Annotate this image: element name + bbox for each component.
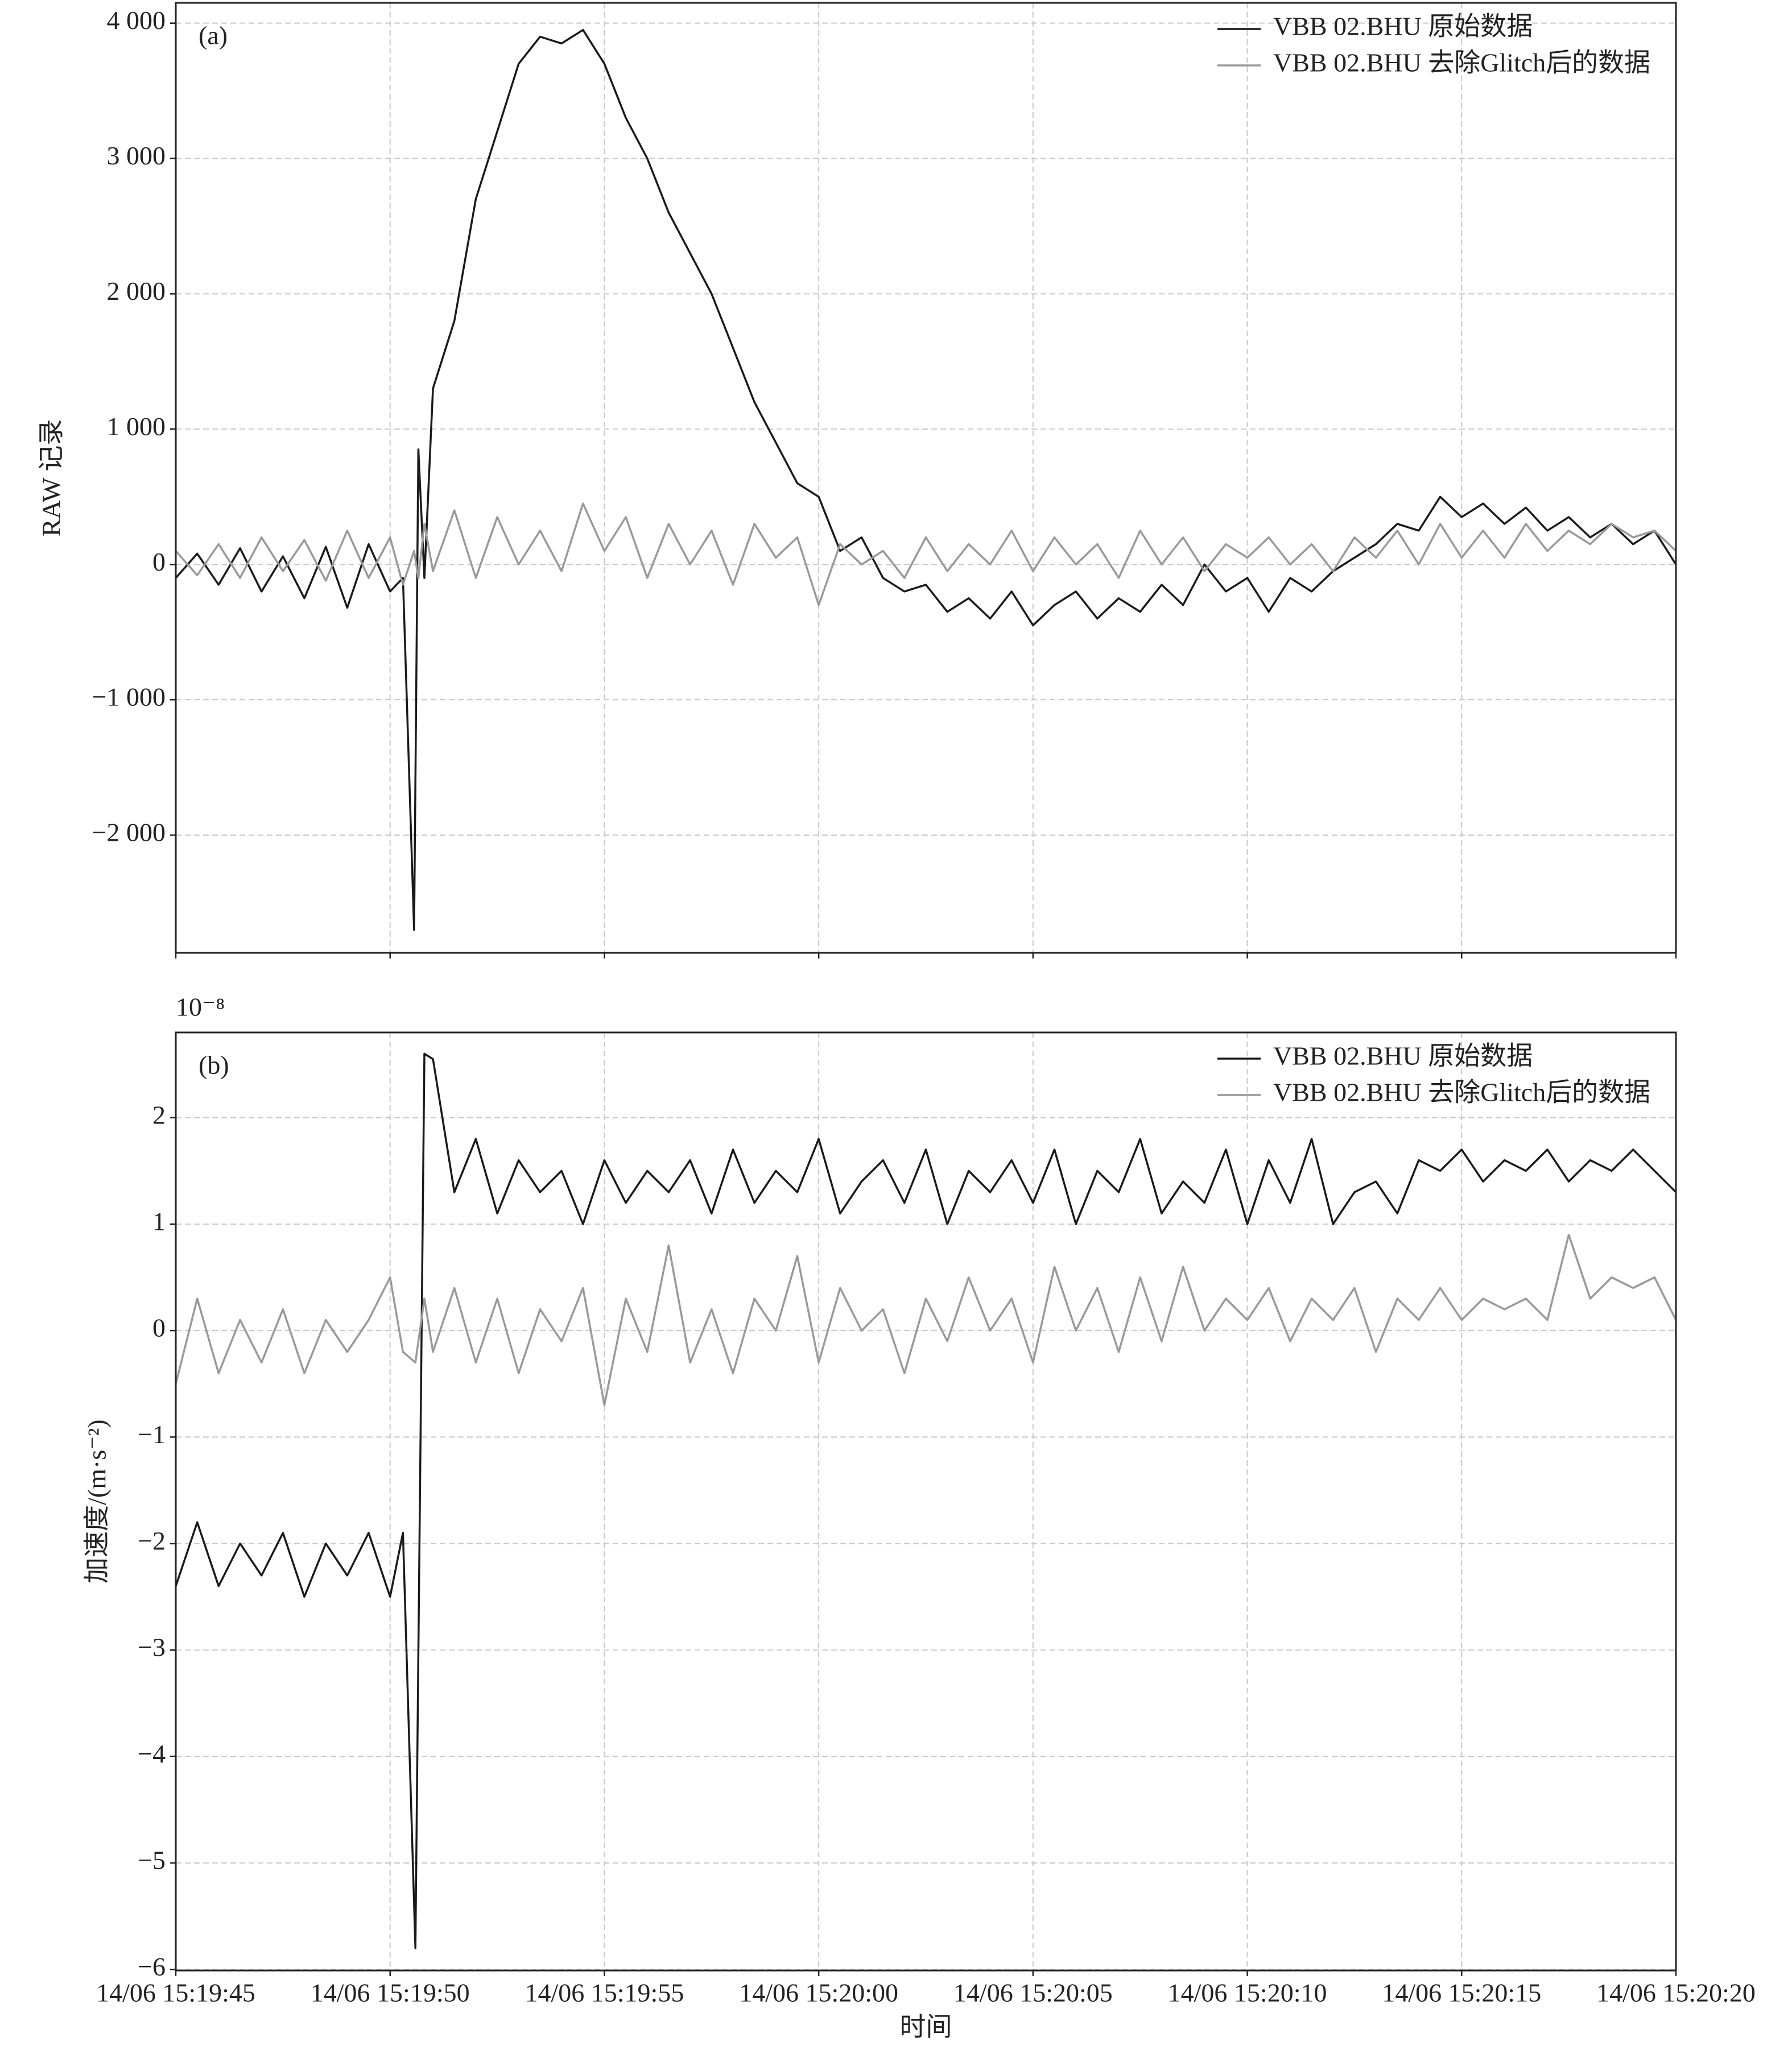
y-tick-label: 2 000	[107, 276, 166, 305]
y-tick-label: −1	[138, 1420, 166, 1449]
panel-label: (a)	[199, 21, 228, 50]
y-axis-label: 加速度/(m·s⁻²)	[82, 1419, 112, 1584]
axis-offset-label: 10⁻⁸	[176, 993, 225, 1022]
x-tick-label: 14/06 15:19:45	[96, 1978, 255, 2007]
y-tick-label: 1	[152, 1207, 166, 1236]
series-line	[175, 28, 1677, 931]
y-tick-label: 3 000	[107, 141, 166, 170]
y-axis-label: RAW 记录	[37, 419, 66, 536]
x-tick-label: 14/06 15:20:20	[1596, 1978, 1756, 2007]
y-tick-label: 0	[152, 1313, 166, 1342]
y-tick-label: −2	[138, 1526, 166, 1555]
series-line	[175, 1233, 1677, 1406]
x-tick-label: 14/06 15:20:15	[1382, 1978, 1541, 2007]
plot-frame	[175, 2, 1677, 954]
y-tick-label: −4	[138, 1739, 166, 1768]
y-tick-label: −2 000	[92, 818, 166, 847]
y-tick-label: −6	[138, 1952, 166, 1981]
x-tick-label: 14/06 15:20:00	[739, 1978, 898, 2007]
y-tick-label: 0	[152, 547, 166, 576]
legend-label: VBB 02.BHU 去除Glitch后的数据	[1273, 48, 1650, 77]
y-tick-label: −5	[138, 1846, 166, 1875]
x-tick-label: 14/06 15:20:10	[1168, 1978, 1327, 2007]
plot-frame	[175, 1031, 1677, 1972]
y-tick-label: 2	[152, 1100, 166, 1129]
x-tick-label: 14/06 15:19:55	[525, 1978, 684, 2007]
panel-label: (b)	[199, 1051, 229, 1080]
legend-label: VBB 02.BHU 原始数据	[1273, 12, 1533, 41]
y-tick-label: −1 000	[92, 683, 166, 712]
series-line	[175, 502, 1677, 606]
legend-label: VBB 02.BHU 原始数据	[1273, 1042, 1533, 1071]
x-axis-label: 时间	[900, 2013, 952, 2042]
x-tick-label: 14/06 15:19:50	[311, 1978, 470, 2007]
legend-label: VBB 02.BHU 去除Glitch后的数据	[1273, 1078, 1650, 1107]
series-line	[175, 1052, 1677, 1949]
y-tick-label: 4 000	[107, 6, 166, 35]
x-tick-label: 14/06 15:20:05	[953, 1978, 1113, 2007]
y-tick-label: 1 000	[107, 412, 166, 441]
y-tick-label: −3	[138, 1633, 166, 1662]
